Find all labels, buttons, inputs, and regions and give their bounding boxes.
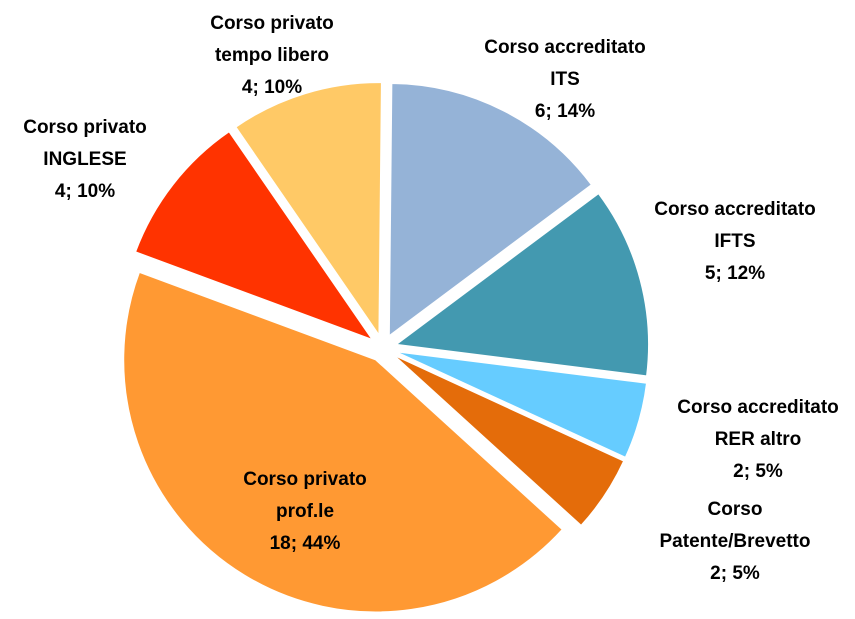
value-label: 2; 5% [710, 563, 760, 584]
slice-label: tempo libero [215, 45, 329, 66]
value-label: 18; 44% [270, 533, 341, 554]
slice-label: IFTS [714, 231, 755, 252]
slice-label: Corso accreditato [654, 199, 816, 220]
pie-slice [394, 355, 625, 526]
pie-slice [388, 83, 592, 337]
slice-label: Corso privato [243, 469, 367, 490]
slice-label: INGLESE [43, 149, 126, 170]
slice-label: Corso accreditato [484, 37, 646, 58]
slice-label: Corso privato [23, 117, 147, 138]
value-label: 6; 14% [535, 101, 595, 122]
slice-label: Corso accreditato [677, 397, 839, 418]
slice-label: Corso privato [210, 13, 334, 34]
pie-slice [235, 82, 382, 337]
slice-label: RER altro [715, 429, 802, 450]
value-label: 4; 10% [55, 181, 115, 202]
pie-slice [396, 351, 648, 458]
pie-slice [123, 271, 563, 613]
value-label: 2; 5% [733, 461, 783, 482]
value-label: 4; 10% [242, 77, 302, 98]
pie-slice [135, 131, 374, 341]
slice-label: Patente/Brevetto [660, 531, 811, 552]
slice-label: ITS [550, 69, 580, 90]
slice-label: prof.le [276, 501, 334, 522]
slice-label: Corso [708, 499, 763, 520]
pie-slice [395, 192, 649, 377]
value-label: 5; 12% [705, 263, 765, 284]
